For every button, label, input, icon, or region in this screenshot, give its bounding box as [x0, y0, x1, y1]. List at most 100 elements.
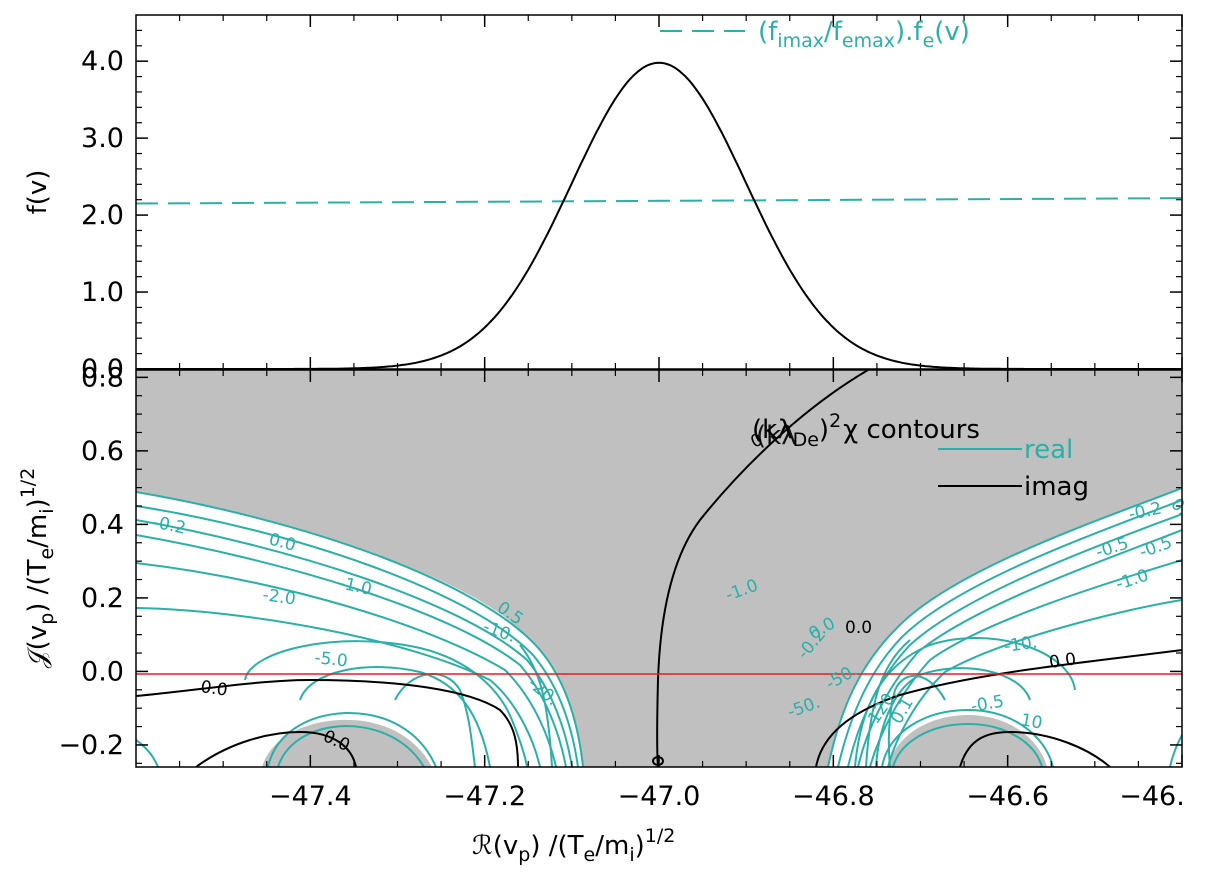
- ylabel-part: /m: [23, 514, 53, 548]
- ytick-label: 2.0: [81, 200, 124, 231]
- series-fimax-femax-fe-line: [136, 197, 1182, 205]
- bottom-frame: [135, 369, 1183, 768]
- xtick-label: −47.0: [618, 781, 701, 812]
- top-ylabel: f(v): [23, 170, 53, 215]
- xlabel-part: ): [635, 831, 645, 861]
- top-legend-label: (fimax/femax).fe(v): [758, 17, 970, 52]
- real-contour: [136, 519, 573, 767]
- ylabel-part: p: [36, 613, 58, 625]
- legend-part: (v): [934, 17, 970, 47]
- shaded-region: [136, 370, 1182, 767]
- bottom-ticks: [136, 370, 1183, 767]
- real-contour: [136, 534, 567, 767]
- real-contour: [136, 562, 557, 767]
- legend-part: e: [923, 30, 935, 52]
- annotation-part: ): [819, 415, 829, 445]
- xlabel-part: e: [584, 844, 596, 866]
- real-contour: [892, 722, 1043, 767]
- top-ytick-labels: 0.0 1.0 2.0 3.0 4.0: [81, 46, 124, 385]
- imag-contour: [136, 678, 519, 767]
- real-contour: [887, 674, 946, 767]
- bottom-xtick-labels: −47.4 −47.2 −47.0 −46.8 −46.6 −46.: [269, 781, 1185, 812]
- ylabel-part: ): [23, 498, 53, 508]
- bottom-panel: −0.2 0.0 0.2 0.4 0.6 0.8 −47.4 −47.2 −47.0 −46.8…: [17, 362, 1192, 866]
- xtick-label: −46.6: [966, 781, 1049, 812]
- ylabel-part: i: [36, 508, 58, 513]
- top-panel: 0.0 1.0 2.0 3.0 4.0 f(v) (fimax/femax).fe(v): [23, 14, 1183, 385]
- real-contour: [136, 739, 159, 767]
- legend-label-imag: imag: [1024, 472, 1089, 502]
- legend-part: emax: [842, 30, 895, 52]
- ylabel-part: e: [36, 548, 58, 560]
- ylabel-part: 𝒥(v: [23, 625, 53, 668]
- real-contour: [136, 491, 584, 767]
- ytick-label: 1.0: [81, 277, 124, 308]
- top-plot-area: [136, 15, 1182, 369]
- xtick-label: −47.2: [443, 781, 526, 812]
- ytick-label: 3.0: [81, 123, 124, 154]
- bottom-legend: real imag: [938, 435, 1089, 502]
- real-contour: [827, 487, 1182, 767]
- top-frame: [135, 14, 1183, 370]
- xtick-label: −47.4: [269, 781, 352, 812]
- real-contour: [865, 639, 911, 767]
- imag-contour-label: 0.0: [1048, 649, 1078, 673]
- annotation-overlap: (kλ: [756, 421, 797, 451]
- annotation-part: 2: [829, 410, 841, 432]
- real-contour: [875, 667, 1031, 767]
- ytick-label: 0.0: [81, 656, 124, 687]
- real-contour: [854, 637, 1076, 767]
- ylabel-part: 1/2: [17, 468, 39, 499]
- xlabel-part: ℛ(v: [472, 831, 518, 861]
- annotation-part: χ contours: [843, 415, 980, 445]
- bottom-xlabel: ℛ(vp) /(Te/mi)1/2: [472, 825, 675, 866]
- legend-part: /f: [824, 17, 843, 47]
- real-contour: [277, 724, 425, 767]
- contour-annotation: (kλDe)2χ contours: [752, 410, 980, 451]
- real-contour: [244, 640, 528, 767]
- ytick-label: −0.2: [58, 730, 124, 761]
- ytick-label: 0.2: [81, 583, 124, 614]
- imag-contour: [656, 370, 869, 767]
- xlabel-part: 1/2: [645, 825, 676, 847]
- real-contour: [136, 505, 579, 767]
- real-contour: [857, 529, 1182, 767]
- legend-part: (f: [758, 17, 778, 47]
- legend-part: ).f: [895, 17, 923, 47]
- imag-contour-small: [652, 756, 664, 766]
- xlabel-part: p: [518, 844, 530, 866]
- bottom-ytick-labels: −0.2 0.0 0.2 0.4 0.6 0.8: [58, 362, 124, 761]
- imag-contour: [815, 649, 1182, 767]
- real-contour: [299, 666, 491, 767]
- xlabel-part: /m: [595, 831, 629, 861]
- real-contours: [136, 491, 584, 767]
- imag-contours: [136, 370, 1182, 767]
- real-contour: [267, 711, 437, 767]
- real-contour: [394, 673, 476, 767]
- real-contour-label: 10: [1019, 710, 1044, 733]
- ylabel-part: ) /(T: [23, 559, 53, 612]
- xtick-label: −46.: [1119, 781, 1185, 812]
- real-contours-right: [827, 487, 1182, 767]
- real-contour: [519, 644, 553, 767]
- real-contour-label: -10.: [1003, 633, 1039, 657]
- xtick-label: −46.8: [792, 781, 875, 812]
- imag-contour-label: 0.0: [845, 618, 872, 638]
- real-contour: [1169, 734, 1182, 767]
- ytick-label: 0.4: [81, 509, 124, 540]
- imag-contour: [195, 730, 357, 767]
- real-contour: [881, 708, 1054, 767]
- legend-part: imax: [777, 30, 824, 52]
- ytick-label: 0.0: [81, 354, 124, 385]
- legend-label-real: real: [1024, 435, 1073, 465]
- imag-contour-label: 0.0: [199, 677, 229, 701]
- ytick-label: 4.0: [81, 46, 124, 77]
- real-contour-label: -5.0: [313, 648, 348, 671]
- real-contour: [869, 559, 1182, 767]
- ytick-label: 0.6: [81, 436, 124, 467]
- annotation-part: (kλ: [752, 415, 793, 445]
- imag-contour: [959, 730, 1111, 767]
- annotation-part: De: [793, 429, 819, 451]
- ytick-label: 0.8: [81, 362, 124, 393]
